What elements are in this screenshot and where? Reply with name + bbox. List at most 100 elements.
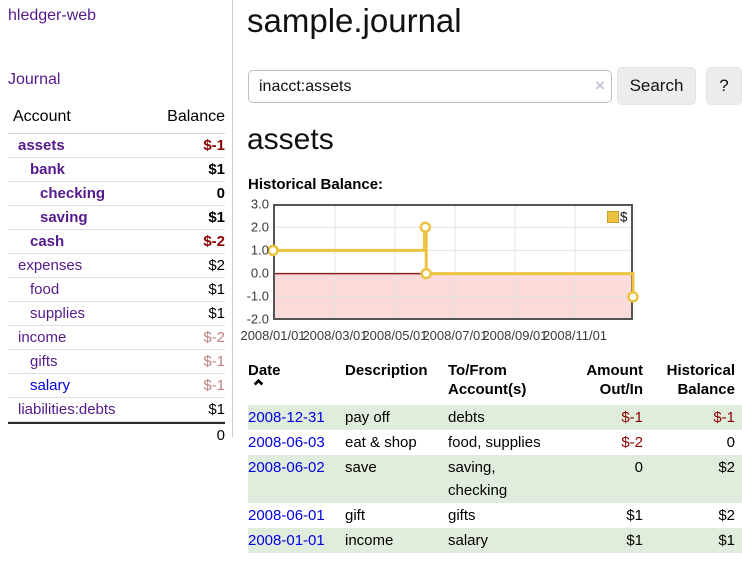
transaction-balance: $-1	[713, 409, 735, 426]
description-header-label: Description	[345, 362, 428, 379]
y-tick: 1.0	[251, 243, 269, 258]
plot-border	[273, 204, 633, 320]
account-row-expenses[interactable]: expenses $2	[8, 254, 225, 278]
account-link[interactable]: cash	[30, 233, 65, 250]
account-row-liabilities-debts[interactable]: liabilities:debts $1	[8, 398, 225, 422]
account-balance: $-2	[203, 233, 225, 250]
transaction-amount: $-1	[621, 409, 643, 426]
description-column-header: Description	[345, 358, 448, 405]
account-link[interactable]: checking	[40, 185, 106, 202]
account-row-income[interactable]: income $-2	[8, 326, 225, 350]
account-link[interactable]: liabilities:debts	[18, 401, 116, 418]
account-row-salary[interactable]: salary $-1	[8, 374, 225, 398]
y-tick: 2.0	[251, 220, 269, 235]
account-row-saving[interactable]: saving $1	[8, 206, 225, 230]
balance-column-header: Balance	[167, 108, 225, 125]
account-link[interactable]: supplies	[30, 305, 86, 322]
account-link[interactable]: gifts	[30, 353, 58, 370]
account-balance: $2	[208, 257, 225, 274]
sort-ascending-icon	[253, 378, 264, 389]
historical-balance-chart: $ 3.0 2.0 1.0 0.0 -1.0 -2.0 2008/01/01 2…	[233, 196, 643, 346]
search-button[interactable]: Search	[617, 67, 696, 105]
amount-header-line1: Amount	[586, 362, 643, 379]
x-tick: 2008/05/01	[362, 328, 427, 343]
x-tick: 2008/09/01	[482, 328, 547, 343]
transaction-date-link[interactable]: 2008-06-02	[248, 459, 325, 476]
account-row-cash[interactable]: cash $-2	[8, 230, 225, 254]
account-balance: $1	[208, 161, 225, 178]
clear-search-icon[interactable]: ×	[595, 76, 605, 95]
account-row-supplies[interactable]: supplies $1	[8, 302, 225, 326]
transaction-accounts: saving, checking	[448, 459, 508, 499]
y-tick: -2.0	[247, 312, 269, 327]
account-link[interactable]: food	[30, 281, 60, 298]
search-input[interactable]	[248, 70, 612, 103]
sidebar-item-journal[interactable]: Journal	[8, 71, 61, 88]
date-header-label: Date	[248, 362, 281, 379]
accounts-balance-table: Account Balance assets $-1 bank $1 check…	[8, 106, 225, 448]
amount-column-header: Amount Out/In	[558, 358, 650, 405]
account-row-assets[interactable]: assets $-1	[8, 134, 225, 158]
balance-header-line1: Historical	[666, 362, 735, 379]
page-title: sample.journal	[247, 2, 462, 39]
account-link[interactable]: assets	[18, 137, 65, 154]
transaction-date-link[interactable]: 2008-12-31	[248, 409, 325, 426]
account-page-title: assets	[247, 123, 334, 156]
account-balance: 0	[216, 185, 225, 202]
transaction-date-link[interactable]: 2008-06-01	[248, 507, 325, 524]
sidebar-divider	[232, 0, 233, 437]
amount-header-line2: Out/In	[599, 381, 643, 398]
legend-label: $	[620, 210, 628, 225]
transaction-date-link[interactable]: 2008-06-03	[248, 434, 325, 451]
data-points	[267, 221, 639, 303]
app-brand-link[interactable]: hledger-web	[8, 7, 97, 24]
y-tick: -1.0	[247, 289, 269, 304]
data-point	[419, 221, 432, 233]
account-column-header: Account	[13, 108, 71, 125]
account-row-checking[interactable]: checking 0	[8, 182, 225, 206]
tofrom-header-line2: Account(s)	[448, 381, 527, 398]
transaction-balance: $1	[718, 532, 735, 549]
tofrom-column-header: To/From Account(s)	[448, 358, 558, 405]
date-column-header[interactable]: Date	[248, 358, 345, 405]
y-tick: 3.0	[251, 197, 269, 212]
account-balance: $1	[208, 305, 225, 322]
x-tick: 2008/03/01	[302, 328, 367, 343]
transaction-description: eat & shop	[345, 434, 417, 451]
account-balance: $-1	[203, 353, 225, 370]
transaction-accounts: food, supplies	[448, 434, 541, 451]
x-tick: 2008/11/01	[543, 328, 607, 343]
help-button[interactable]: ?	[706, 67, 742, 105]
account-row-bank[interactable]: bank $1	[8, 158, 225, 182]
accounts-table-header: Account Balance	[8, 106, 225, 134]
account-link[interactable]: income	[18, 329, 67, 346]
data-point	[420, 267, 432, 280]
transaction-row: 2008-06-01 gift gifts $1 $2	[248, 503, 742, 528]
transaction-row: 2008-01-01 income salary $1 $1	[248, 528, 742, 553]
transaction-accounts: salary	[448, 532, 489, 549]
account-row-gifts[interactable]: gifts $-1	[8, 350, 225, 374]
transaction-amount: $-2	[621, 434, 643, 451]
transaction-balance: $2	[718, 459, 735, 476]
chart-gridlines	[274, 205, 632, 319]
y-tick: 0.0	[251, 266, 269, 281]
transaction-amount: $1	[626, 507, 643, 524]
account-link[interactable]: salary	[30, 377, 71, 394]
data-point	[267, 244, 279, 257]
account-link[interactable]: saving	[40, 209, 88, 226]
transaction-row: 2008-06-03 eat & shop food, supplies $-2…	[248, 430, 742, 455]
transaction-accounts: debts	[448, 409, 485, 426]
x-tick: 2008/07/01	[422, 328, 487, 343]
register-header-row: Date Description To/From Account(s) Amou…	[248, 358, 742, 405]
transaction-date-link[interactable]: 2008-01-01	[248, 532, 325, 549]
transaction-amount: $1	[626, 532, 643, 549]
transaction-description: save	[345, 459, 377, 476]
account-row-food[interactable]: food $1	[8, 278, 225, 302]
account-link[interactable]: bank	[30, 161, 66, 178]
legend-swatch	[607, 211, 619, 223]
account-balance: $1	[208, 209, 225, 226]
account-balance: $1	[208, 281, 225, 298]
account-link[interactable]: expenses	[18, 257, 83, 274]
balance-header-line2: Balance	[677, 381, 735, 398]
register-table: Date Description To/From Account(s) Amou…	[248, 358, 742, 553]
